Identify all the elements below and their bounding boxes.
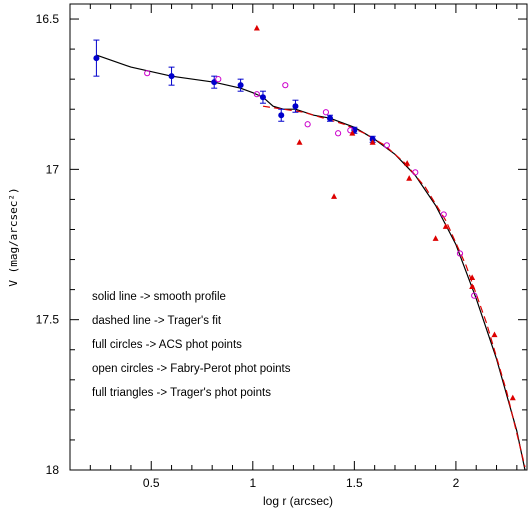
y-axis-label: V (mag/arcsec²) xyxy=(7,187,20,286)
x-tick-label: 1 xyxy=(249,476,256,490)
acs-point xyxy=(292,103,299,110)
fabry-perot-point xyxy=(335,130,342,137)
acs-point xyxy=(168,73,175,80)
fabry-perot-point xyxy=(440,211,447,218)
trager-point xyxy=(253,24,260,31)
trager-point xyxy=(296,139,303,145)
legend-note: solid line -> smooth profile xyxy=(92,291,226,303)
acs-point xyxy=(278,112,285,119)
trager-point xyxy=(509,394,516,401)
profile-curves xyxy=(96,54,526,471)
legend-note: full triangles -> Trager's phot points xyxy=(92,387,271,399)
trager-point xyxy=(369,139,376,145)
x-tick-label: 1.5 xyxy=(346,476,363,490)
trager-point xyxy=(432,235,439,241)
trager-fit-curve xyxy=(262,105,526,468)
trager-point xyxy=(442,223,449,229)
legend-note: full circles -> ACS phot points xyxy=(92,339,242,351)
acs-point xyxy=(237,82,244,89)
plot-frame xyxy=(69,3,528,471)
trager-point xyxy=(406,175,413,181)
x-tick-label: 2 xyxy=(453,476,460,490)
legend-notes: solid line -> smooth profile dashed line … xyxy=(92,291,291,399)
trager-point xyxy=(469,283,476,290)
smooth-profile-curve xyxy=(96,54,526,471)
trager-point xyxy=(349,130,356,136)
fabry-perot-point xyxy=(347,127,354,134)
fabry-perot-point xyxy=(412,169,419,176)
acs-point xyxy=(259,94,266,101)
acs-point xyxy=(93,55,100,62)
y-tick-label: 16.5 xyxy=(36,12,60,26)
fabry-perot-point xyxy=(144,70,151,77)
trager-point xyxy=(491,331,498,338)
y-tick-label: 17 xyxy=(46,162,60,176)
fabry-perot-point xyxy=(456,250,464,257)
fabry-perot-point xyxy=(215,76,222,83)
x-tick-label: 0.5 xyxy=(143,476,160,490)
fabry-perot-point xyxy=(253,91,260,98)
fabry-perot-point xyxy=(282,82,289,89)
x-axis-label: log r (arcsec) xyxy=(263,494,333,508)
legend-note: open circles -> Fabry-Perot phot points xyxy=(92,363,291,375)
trager-point xyxy=(331,193,338,199)
fabry-perot-point xyxy=(304,121,311,128)
legend-note: dashed line -> Trager's fit xyxy=(92,315,222,327)
fabry-perot-point xyxy=(383,142,390,149)
y-tick-label: 17.5 xyxy=(36,313,60,327)
fabry-perot-point xyxy=(322,109,330,116)
trager-point xyxy=(404,160,411,166)
fabry-perot-point xyxy=(471,292,478,299)
data-points xyxy=(93,24,516,401)
acs-point xyxy=(326,115,333,122)
trager-point xyxy=(469,274,476,280)
y-tick-label: 18 xyxy=(46,463,60,477)
axis-ticks: 0.5 1 1.5 2 16.5 17 17.5 18 xyxy=(36,4,527,490)
